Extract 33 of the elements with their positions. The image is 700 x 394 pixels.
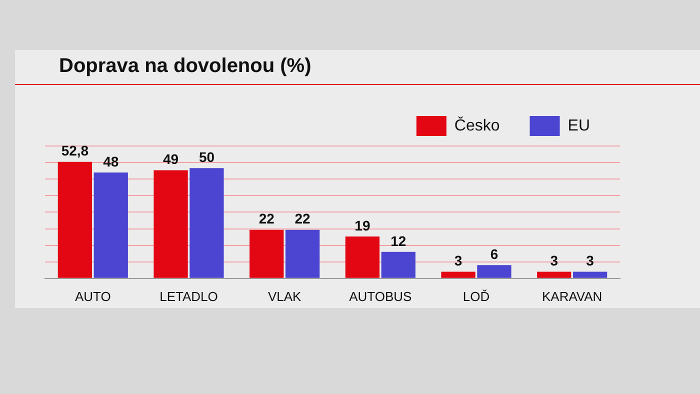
x-tick-label: VLAK (268, 288, 302, 304)
bar (94, 172, 128, 278)
legend-label: EU (568, 117, 590, 134)
bar (537, 272, 572, 278)
bar (190, 168, 224, 278)
x-tick-label: LETADLO (160, 288, 218, 304)
legend-label: Česko (454, 116, 500, 134)
data-label: 50 (198, 148, 215, 165)
data-label: 52,8 (61, 142, 89, 159)
bar (285, 230, 320, 278)
bar (477, 265, 512, 278)
chart-title: Doprava na dovolenou (%) (59, 55, 312, 78)
data-label: 3 (550, 252, 558, 269)
x-tick-label: AUTO (74, 288, 111, 304)
x-tick-label: AUTOBUS (349, 288, 412, 304)
data-label: 3 (454, 252, 462, 269)
bar (441, 272, 476, 278)
x-tick-label: LOĎ (462, 288, 490, 304)
data-label: 49 (162, 151, 179, 168)
bar (58, 162, 92, 278)
data-label: 22 (294, 210, 311, 227)
bar (381, 252, 416, 278)
data-label: 22 (258, 210, 275, 227)
data-label: 3 (586, 252, 594, 269)
data-label: 12 (390, 232, 406, 249)
data-label: 19 (354, 217, 370, 234)
data-label: 6 (490, 246, 498, 262)
bar (154, 170, 188, 278)
bar (250, 230, 284, 278)
bar (345, 236, 380, 278)
data-label: 48 (103, 153, 119, 170)
x-tick-label: KARAVAN (542, 288, 602, 304)
bar (572, 272, 608, 278)
